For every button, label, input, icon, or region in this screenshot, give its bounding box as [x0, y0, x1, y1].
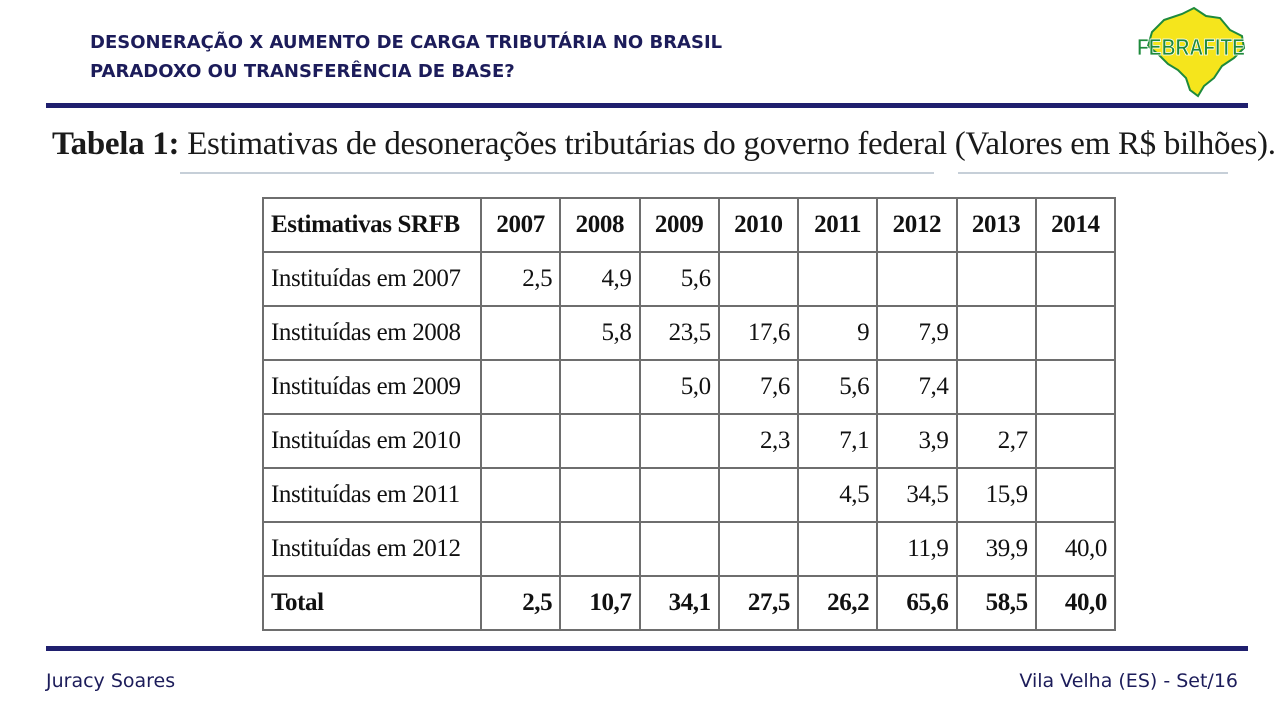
row-label: Instituídas em 2010 [262, 413, 482, 469]
row-label: Instituídas em 2009 [262, 359, 482, 415]
table-cell [559, 467, 641, 523]
table-row: Instituídas em 2008 5,8 23,5 17,6 9 7,9 [262, 305, 1117, 361]
table-row: Instituídas em 2009 5,0 7,6 5,6 7,4 [262, 359, 1117, 415]
table-cell: 10,7 [559, 575, 641, 631]
row-label: Instituídas em 2011 [262, 467, 482, 523]
table-cell [559, 521, 641, 577]
table-cell: 17,6 [717, 305, 800, 361]
footer-author: Juracy Soares [46, 670, 176, 692]
table-cell: 5,6 [638, 251, 720, 307]
table-cell: 65,6 [876, 575, 958, 631]
table-cell: 7,1 [796, 413, 879, 469]
table-cell: 15,9 [955, 467, 1037, 523]
table-cell: 34,1 [638, 575, 720, 631]
table-cell [479, 521, 562, 577]
column-header: 2012 [876, 197, 958, 253]
table-cell [1034, 251, 1117, 307]
table-cell: 5,6 [796, 359, 879, 415]
table-cell: 5,8 [559, 305, 641, 361]
slide-title: DESONERAÇÃO X AUMENTO DE CARGA TRIBUTÁRI… [90, 28, 722, 86]
table-total-row: Total 2,5 10,7 34,1 27,5 26,2 65,6 58,5 … [262, 575, 1117, 631]
table-cell: 3,9 [876, 413, 958, 469]
desoneracoes-table: Estimativas SRFB 2007 2008 2009 2010 201… [262, 197, 1117, 631]
table-cell: 2,5 [479, 575, 562, 631]
table-row: Instituídas em 2010 2,3 7,1 3,9 2,7 [262, 413, 1117, 469]
column-header: 2010 [717, 197, 800, 253]
table-cell: 58,5 [955, 575, 1037, 631]
table-cell [955, 251, 1037, 307]
table-cell [1034, 359, 1117, 415]
header-divider [46, 103, 1248, 108]
table-cell [559, 413, 641, 469]
table-cell: 2,5 [479, 251, 562, 307]
slide-title-line-1: DESONERAÇÃO X AUMENTO DE CARGA TRIBUTÁRI… [90, 32, 723, 53]
row-label: Total [262, 575, 482, 631]
table-cell: 4,5 [796, 467, 879, 523]
table-cell: 7,4 [876, 359, 958, 415]
table-cell: 23,5 [638, 305, 720, 361]
table-cell [717, 521, 800, 577]
footer-location-date: Vila Velha (ES) - Set/16 [1019, 670, 1238, 692]
table-cell [796, 521, 879, 577]
table-cell: 40,0 [1034, 521, 1117, 577]
table-cell [796, 251, 879, 307]
table-cell: 26,2 [796, 575, 879, 631]
table-cell: 7,6 [717, 359, 800, 415]
table-cell [479, 467, 562, 523]
table-cell: 5,0 [638, 359, 720, 415]
column-header: 2009 [638, 197, 720, 253]
table-cell [479, 413, 562, 469]
caption-underline-left [180, 172, 934, 174]
table-cell: 34,5 [876, 467, 958, 523]
table-row: Instituídas em 2011 4,5 34,5 15,9 [262, 467, 1117, 523]
table-cell [876, 251, 958, 307]
table-cell [1034, 467, 1117, 523]
table-caption-text: Estimativas de desonerações tributárias … [187, 126, 1276, 162]
column-header: 2007 [479, 197, 562, 253]
table-cell: 2,7 [955, 413, 1037, 469]
column-header: 2008 [559, 197, 641, 253]
table-cell [717, 467, 800, 523]
row-label: Instituídas em 2007 [262, 251, 482, 307]
table-cell [955, 359, 1037, 415]
row-label: Instituídas em 2012 [262, 521, 482, 577]
column-header: Estimativas SRFB [262, 197, 482, 253]
table-cell: 7,9 [876, 305, 958, 361]
slide-title-line-2: PARADOXO OU TRANSFERÊNCIA DE BASE? [90, 61, 515, 82]
column-header: 2013 [955, 197, 1037, 253]
brazil-map-shape [1146, 6, 1246, 98]
table-cell [479, 359, 562, 415]
logo-text: FEBRAFITE [1137, 34, 1245, 60]
table-caption-label: Tabela 1: [52, 126, 180, 162]
table-cell [638, 413, 720, 469]
table-cell [717, 251, 800, 307]
table-cell: 4,9 [559, 251, 641, 307]
table-row: Instituídas em 2012 11,9 39,9 40,0 [262, 521, 1117, 577]
table-cell: 2,3 [717, 413, 800, 469]
caption-underline-right [958, 172, 1228, 174]
table-cell [955, 305, 1037, 361]
table-cell [638, 521, 720, 577]
table-cell: 11,9 [876, 521, 958, 577]
table-cell: 39,9 [955, 521, 1037, 577]
table-cell [559, 359, 641, 415]
column-header: 2011 [796, 197, 879, 253]
table-cell [1034, 305, 1117, 361]
febrafite-logo: FEBRAFITE [1137, 6, 1246, 98]
table-cell: 9 [796, 305, 879, 361]
row-label: Instituídas em 2008 [262, 305, 482, 361]
table-cell: 27,5 [717, 575, 800, 631]
table-header-row: Estimativas SRFB 2007 2008 2009 2010 201… [262, 197, 1117, 253]
table-cell: 40,0 [1034, 575, 1117, 631]
table-caption: Tabela 1: Estimativas de desonerações tri… [52, 124, 1276, 164]
column-header: 2014 [1034, 197, 1117, 253]
table-cell [479, 305, 562, 361]
table-cell [638, 467, 720, 523]
table-cell [1034, 413, 1117, 469]
footer-divider [46, 646, 1248, 651]
table-row: Instituídas em 2007 2,5 4,9 5,6 [262, 251, 1117, 307]
